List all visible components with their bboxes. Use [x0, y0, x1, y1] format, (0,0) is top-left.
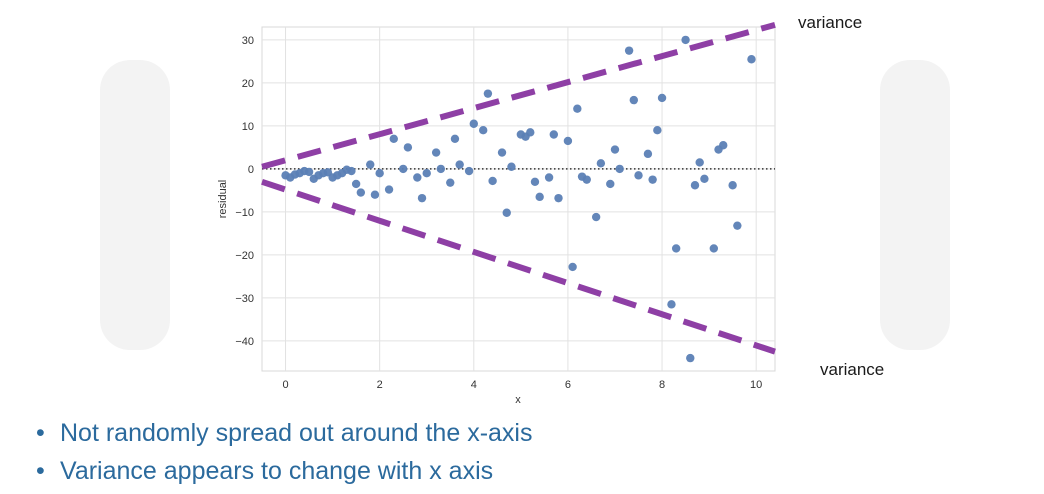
bullet-item: • Not randomly spread out around the x-ax… — [36, 414, 532, 452]
data-point — [568, 262, 577, 272]
x-tick-label: 0 — [282, 379, 288, 391]
data-point — [422, 169, 431, 178]
data-point — [728, 181, 737, 190]
data-point — [356, 188, 366, 197]
data-point — [629, 95, 639, 105]
data-point — [436, 164, 446, 174]
data-point — [643, 149, 653, 159]
data-point — [535, 192, 544, 202]
watermark-right-shape — [880, 60, 950, 350]
data-point — [596, 159, 606, 168]
data-point — [347, 166, 356, 176]
y-tick-label: 20 — [242, 78, 254, 90]
data-point — [747, 55, 756, 64]
tick-labels: 0 2 4 6 8 10 30 20 10 0 −10 −20 −30 −40 — [235, 35, 762, 391]
y-tick-label: 10 — [242, 121, 254, 133]
data-point — [479, 126, 488, 135]
trend-line-lower — [261, 178, 776, 355]
lower-variance-label: variance — [820, 360, 885, 379]
y-tick-label: −10 — [235, 207, 254, 219]
watermark-left-shape — [100, 60, 170, 350]
data-point — [686, 353, 695, 363]
data-point — [304, 167, 314, 177]
data-point — [648, 175, 657, 184]
x-tick-label: 6 — [565, 379, 571, 391]
data-point — [488, 176, 497, 186]
data-point — [366, 160, 375, 169]
data-point — [634, 171, 643, 180]
data-point — [526, 128, 535, 137]
data-point — [530, 177, 540, 186]
data-point — [591, 212, 601, 222]
data-point — [450, 134, 460, 143]
data-point — [549, 130, 558, 139]
bullet-list: • Not randomly spread out around the x-ax… — [36, 414, 532, 490]
trend-line-upper — [261, 21, 776, 170]
y-axis-label: residual — [217, 180, 229, 219]
data-point — [469, 119, 478, 128]
data-point — [709, 244, 719, 253]
y-tick-label: 30 — [242, 35, 254, 47]
data-points — [281, 35, 756, 363]
data-point — [403, 143, 413, 152]
y-tick-label: −20 — [235, 250, 254, 262]
data-point — [690, 181, 700, 190]
data-point — [389, 134, 398, 143]
data-point — [719, 141, 728, 150]
data-point — [384, 185, 394, 194]
data-point — [610, 145, 620, 154]
data-point — [667, 300, 676, 309]
data-point — [483, 89, 493, 98]
data-point — [733, 221, 742, 230]
data-point — [573, 104, 582, 113]
y-tick-label: −40 — [235, 336, 254, 348]
x-axis-label: x — [515, 394, 521, 406]
data-point — [624, 46, 634, 55]
data-point — [502, 208, 511, 217]
data-point — [695, 158, 704, 167]
data-point — [413, 173, 422, 182]
bullet-text: Not randomly spread out around the x-axi… — [60, 419, 533, 447]
data-point — [370, 190, 380, 199]
data-point — [606, 179, 615, 189]
x-tick-label: 4 — [471, 379, 477, 391]
data-point — [615, 164, 624, 174]
residual-plot: 0 2 4 6 8 10 30 20 10 0 −10 −20 −30 −40 x residual — [217, 21, 776, 406]
y-tick-label: 0 — [248, 164, 254, 176]
data-point — [398, 164, 408, 174]
data-point — [417, 193, 427, 203]
data-point — [700, 174, 709, 183]
data-point — [455, 160, 464, 169]
bullet-item: • Variance appears to change with x axis — [36, 452, 532, 490]
data-point — [554, 193, 563, 203]
bullet-text: Variance appears to change with x axis — [60, 457, 494, 485]
x-tick-label: 8 — [659, 379, 665, 391]
bullet-dot-icon: • — [36, 457, 45, 485]
data-point — [497, 148, 507, 157]
data-point — [563, 136, 573, 146]
bullet-dot-icon: • — [36, 419, 45, 447]
plot-area — [261, 26, 776, 372]
data-point — [351, 179, 361, 189]
data-point — [446, 178, 455, 187]
data-point — [681, 35, 690, 45]
data-point — [544, 173, 554, 182]
data-point — [657, 93, 667, 103]
data-point — [431, 148, 441, 157]
variance-trend-lines — [261, 21, 776, 355]
data-point — [653, 126, 662, 135]
data-point — [671, 244, 681, 253]
x-tick-label: 10 — [750, 379, 762, 391]
data-point — [375, 169, 384, 178]
data-point — [507, 162, 516, 171]
y-tick-label: −30 — [235, 293, 254, 305]
upper-variance-label: variance — [798, 13, 863, 32]
data-point — [464, 166, 474, 176]
x-tick-label: 2 — [377, 379, 383, 391]
data-point — [582, 175, 591, 184]
